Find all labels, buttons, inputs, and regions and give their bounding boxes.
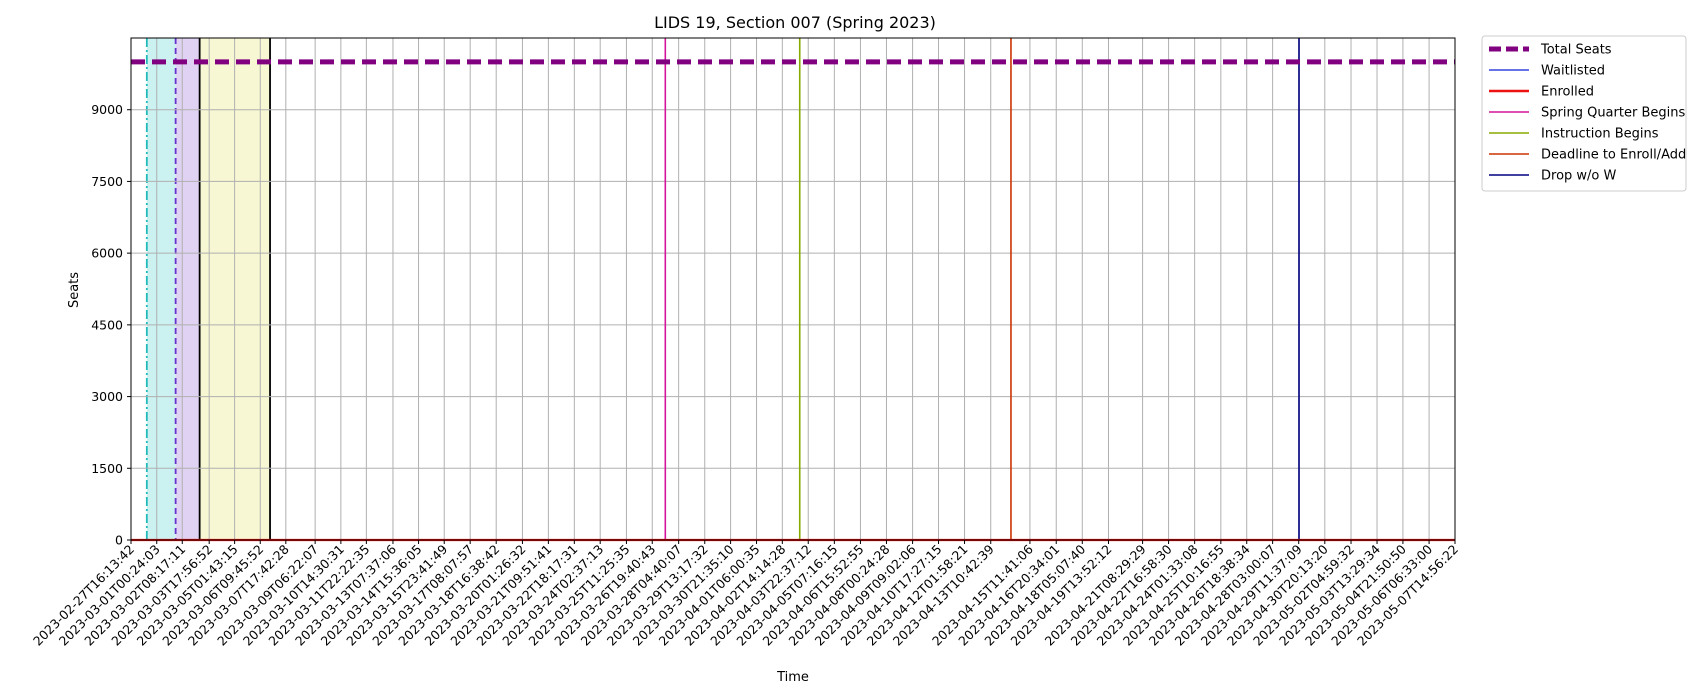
plot-background	[131, 38, 1455, 540]
legend: Total Seats Waitlisted Enrolled Spring Quar…	[1481, 35, 1687, 192]
y-tick-label-0: 0	[115, 533, 123, 548]
plot-frame	[130, 37, 1456, 541]
legend-label-4: Instruction Begins	[1541, 127, 1659, 142]
phase-span-1	[175, 38, 200, 540]
y-tick-label-5: 7500	[91, 174, 123, 189]
grid-lines	[130, 38, 1456, 541]
y-axis-label: Seats	[67, 272, 82, 308]
legend-label-2: Enrolled	[1541, 85, 1594, 100]
y-tick-label-1: 1500	[91, 461, 123, 476]
legend-label-5: Deadline to Enroll/Add	[1541, 148, 1686, 163]
y-tick-label-3: 4500	[91, 317, 123, 332]
plot-border	[130, 37, 1456, 541]
y-tick-label-2: 3000	[91, 389, 123, 404]
legend-label-6: Drop w/o W	[1541, 169, 1617, 184]
x-axis-ticks: 2023-02-27T16:13:422023-03-01T00:24:0320…	[30, 540, 1461, 649]
x-axis-label: Time	[776, 670, 809, 685]
legend-label-3: Spring Quarter Begins	[1541, 106, 1685, 121]
phase-span-0	[146, 38, 176, 540]
y-axis-ticks: 0 1500 3000 4500 6000 7500 9000	[91, 102, 131, 548]
y-tick-label-4: 6000	[91, 246, 123, 261]
plot-area	[131, 38, 1455, 540]
y-tick-label-6: 9000	[91, 102, 123, 117]
chart-title: LIDS 19, Section 007 (Spring 2023)	[654, 13, 936, 32]
legend-box	[1481, 35, 1687, 192]
legend-label-1: Waitlisted	[1541, 64, 1605, 79]
phase-spans	[145, 38, 271, 540]
legend-label-0: Total Seats	[1540, 43, 1612, 58]
event-lines	[664, 38, 1300, 540]
